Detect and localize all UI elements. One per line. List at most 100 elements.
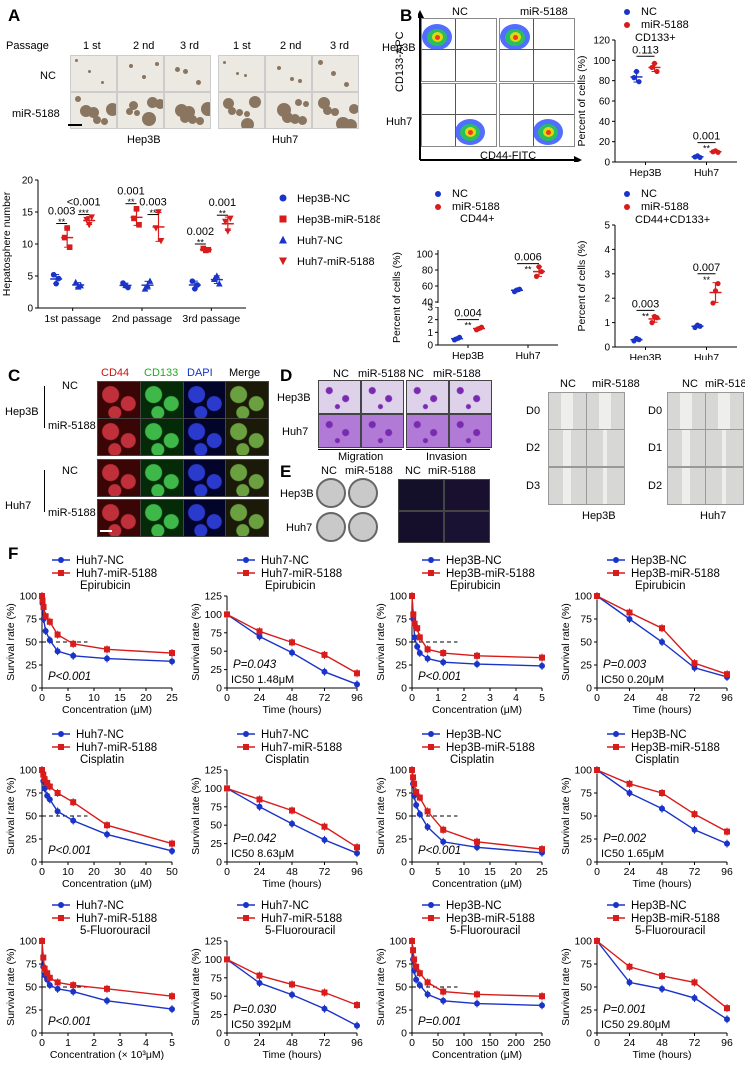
y-tick-label: 0	[216, 857, 222, 869]
x-axis-label: Time (hours)	[632, 704, 691, 716]
x-tick-label: 24	[254, 1037, 266, 1049]
data-point	[594, 767, 600, 773]
data-point	[636, 79, 642, 85]
data-point	[416, 982, 423, 989]
data-point	[289, 649, 295, 656]
y-tick-label: 25	[395, 1005, 407, 1017]
y-tick-label: 0	[401, 857, 407, 869]
y-tick-label: 100	[19, 591, 37, 603]
p-value: P<0.001	[48, 1016, 91, 1028]
sphere-image	[70, 92, 117, 129]
data-point	[50, 271, 57, 278]
data-point	[626, 790, 633, 796]
sphere-image	[117, 92, 164, 129]
legend-label: NC	[641, 6, 657, 18]
x-tick-label: 72	[319, 1037, 331, 1049]
c-row-nc1: NC	[62, 380, 78, 392]
data-point	[691, 660, 698, 667]
if-micrograph	[140, 499, 184, 537]
hep3b-caption: Hep3B	[127, 134, 161, 146]
data-point	[691, 979, 698, 986]
data-point	[289, 991, 295, 998]
series-miR-5188	[709, 148, 722, 155]
x-tick-label: 0	[224, 1037, 230, 1049]
data-point	[321, 1005, 328, 1012]
data-point	[224, 956, 230, 963]
data-point	[41, 785, 48, 792]
wound-image	[548, 392, 587, 430]
sphere-image	[164, 92, 211, 129]
data-point	[141, 285, 149, 292]
x-tick-label: 50	[166, 866, 178, 878]
drug-name: Epirubicin	[635, 580, 686, 592]
legend-label: Hep3B-NC	[446, 729, 502, 741]
invasion-fluor	[444, 479, 490, 511]
data-point	[414, 643, 421, 650]
invasion-fluor	[398, 511, 444, 543]
legend-marker	[243, 744, 249, 750]
passage-1-huh7: 1 st	[233, 40, 251, 52]
panel-e-label: E	[280, 462, 292, 481]
series-NC	[511, 286, 523, 295]
data-point	[414, 625, 421, 632]
hepatosphere-chart: 0 5 10 15 20 Hepatosphere number 1st passage 2n…	[1, 176, 380, 326]
y-tick-label: 75	[580, 959, 592, 971]
if-micrograph	[183, 418, 227, 456]
y-tick-label: 5	[604, 221, 610, 232]
x-tick-label: 3	[117, 1037, 123, 1049]
data-point	[42, 613, 49, 620]
series-Hep3B-miR-5188	[594, 592, 730, 679]
stain-dapi: DAPI	[187, 367, 213, 379]
legend-label: Hep3B-miR-5188	[631, 913, 720, 925]
series-line	[411, 769, 543, 850]
data-point	[594, 593, 600, 599]
data-point	[104, 997, 110, 1004]
y-tick-label: 1	[604, 318, 610, 329]
survival-chart-7: 0 25 50 75 100 0 5 10 15 20 25 Concentration (μM) Su…	[375, 729, 548, 890]
data-point	[724, 840, 730, 847]
data-point	[39, 593, 45, 599]
significance-stars: **	[58, 217, 66, 227]
y-axis-label: Percent of cells (%)	[391, 252, 403, 343]
data-point	[125, 284, 131, 291]
data-point	[53, 280, 59, 287]
legend-label: Hep3B-NC	[631, 729, 687, 741]
y-tick-label: 25	[580, 1005, 592, 1017]
survival-chart-12: 0 25 50 75 100 0 24 48 72 96 Time (hours) Survival …	[560, 900, 733, 1061]
data-point	[516, 286, 523, 292]
x-tick-label: 72	[319, 692, 331, 704]
drug-name: 5-Fluorouracil	[635, 925, 705, 937]
data-point	[456, 334, 463, 340]
wound-image	[705, 429, 744, 467]
y-tick-label: 25	[395, 660, 407, 672]
y-axis-label: Survival rate (%)	[560, 777, 572, 855]
c-row-mir1: miR-5188	[48, 420, 96, 432]
legend-marker	[624, 22, 630, 28]
p-value: 0.003	[632, 298, 660, 310]
series-Huh7-NC	[224, 955, 360, 1030]
data-point	[169, 658, 175, 665]
data-point	[440, 650, 447, 657]
drug-name: 5-Fluorouracil	[265, 925, 335, 937]
data-point	[659, 985, 665, 992]
x-tick-label: 1	[65, 1037, 71, 1049]
flow-row-hep3b: Hep3B	[382, 42, 416, 54]
if-micrograph	[183, 381, 227, 419]
data-point	[424, 646, 431, 653]
data-point	[536, 264, 542, 270]
data-point	[213, 272, 221, 279]
legend-label: Hep3B-miR-5188	[446, 913, 535, 925]
data-point	[539, 654, 545, 661]
y-tick-label: 50	[395, 637, 407, 649]
data-point	[416, 811, 423, 818]
survival-chart-9: 0 25 50 75 100 0 1 2 3 4 5 Concentration (× 10³μM) S…	[5, 900, 175, 1061]
x-tick-label: 40	[140, 866, 152, 878]
data-point	[538, 269, 545, 275]
significance-stars: **	[127, 197, 135, 207]
data-point	[131, 215, 137, 222]
p-value: 0.004	[454, 308, 482, 320]
y-tick-label: 1	[427, 328, 433, 339]
y-tick-label: 75	[580, 614, 592, 626]
data-point	[411, 620, 418, 627]
y-tick-label: 25	[210, 1009, 222, 1021]
